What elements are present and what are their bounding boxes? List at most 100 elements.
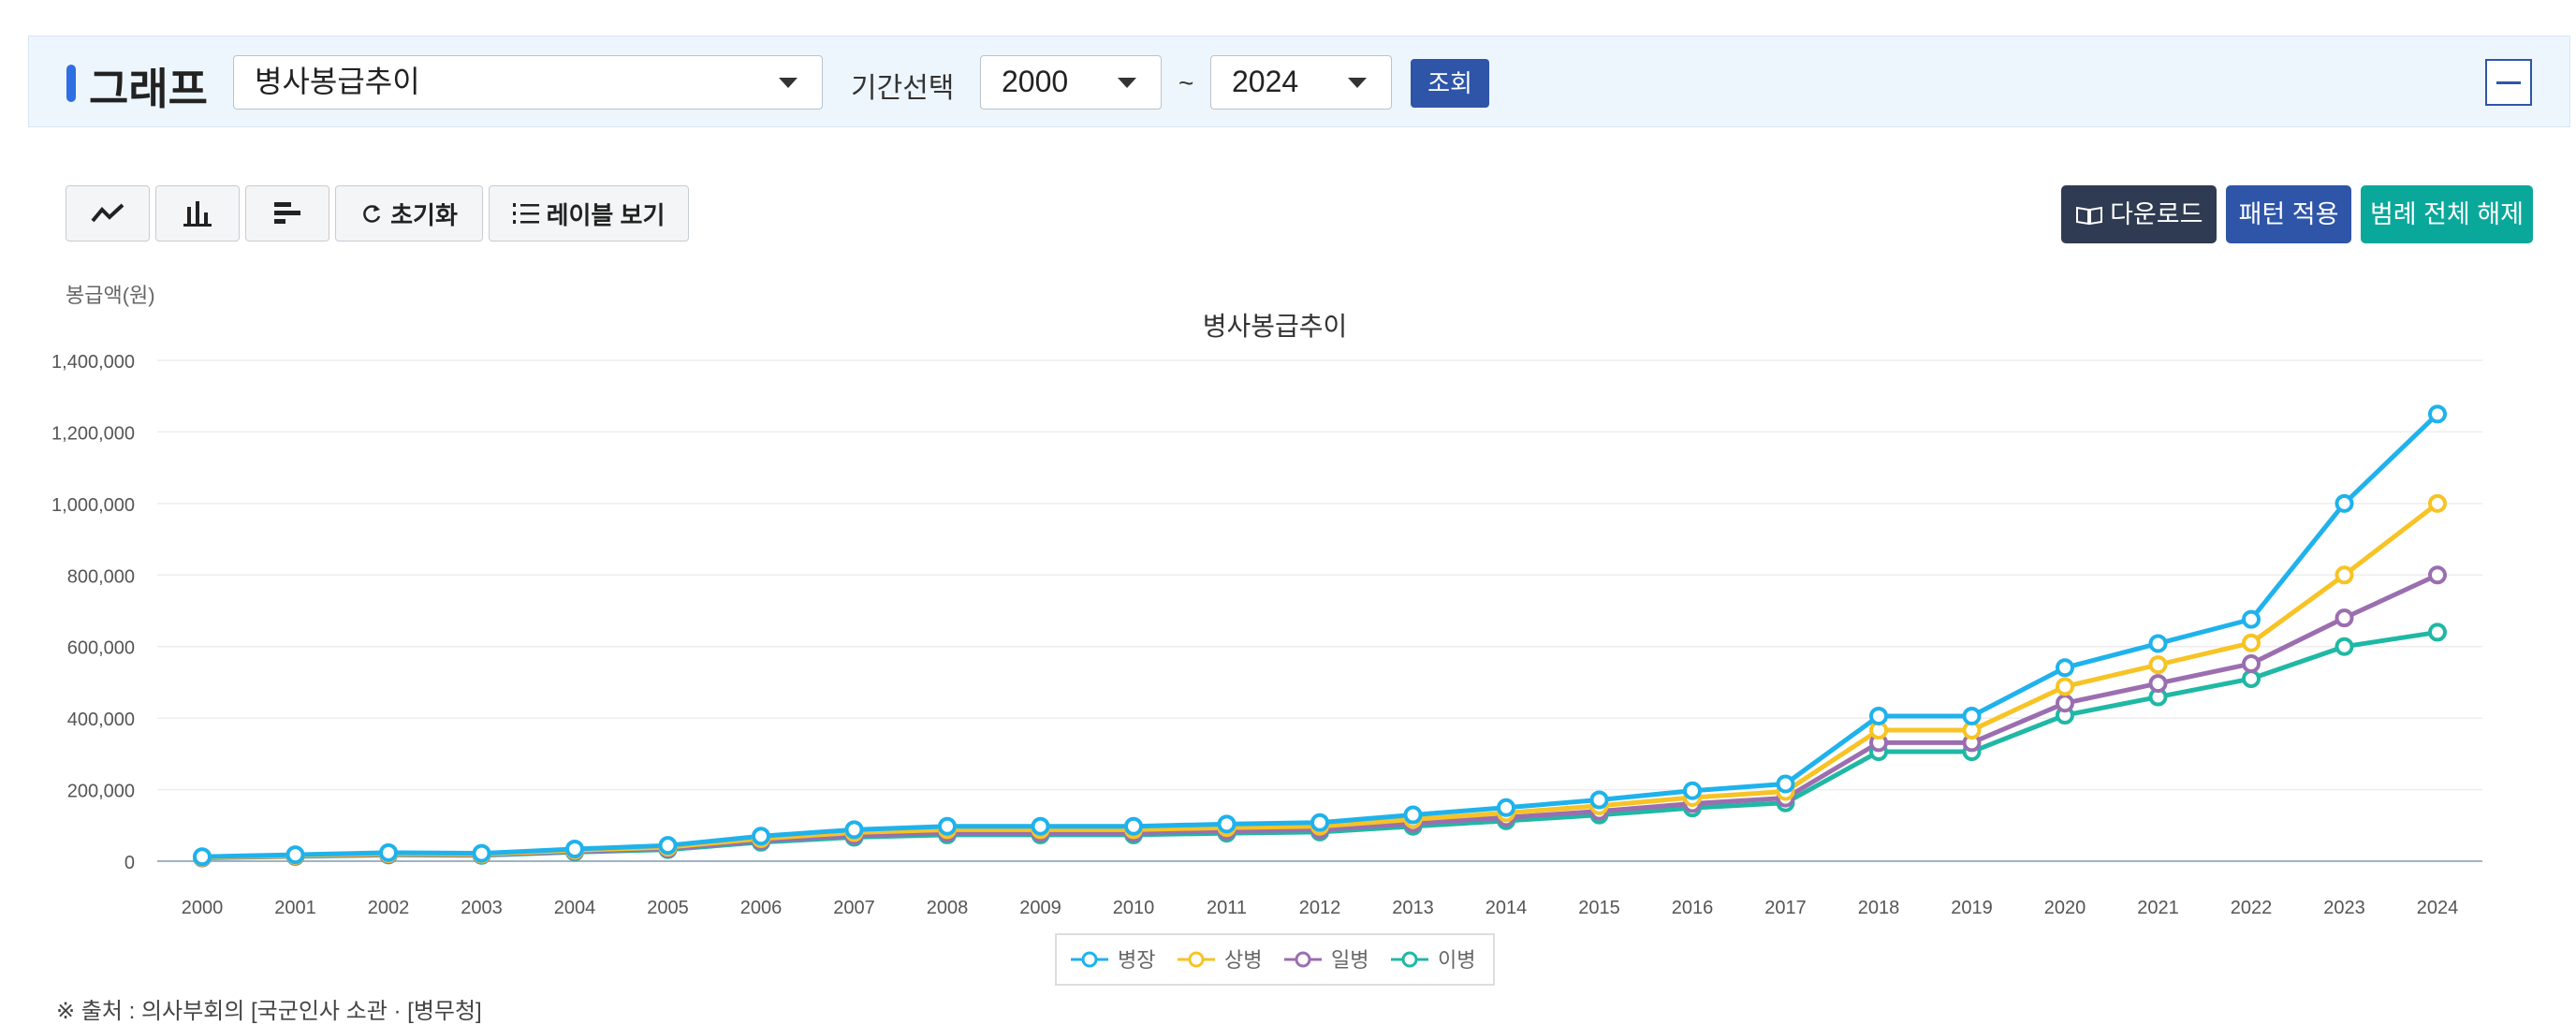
salary-line-chart: 봉급액(원) 병사봉급추이 0 200,000 400,000 600,000 800,… bbox=[51, 284, 2482, 986]
line-chart-button[interactable] bbox=[66, 185, 150, 242]
chart-legend[interactable]: 병장 상병 일병 이병 bbox=[1055, 933, 1495, 986]
reset-button[interactable]: 초기화 bbox=[335, 185, 483, 242]
collapse-button[interactable] bbox=[2485, 59, 2532, 106]
period-label: 기간선택 bbox=[851, 73, 955, 104]
legend-marker bbox=[1295, 951, 1311, 968]
chevron-down-icon bbox=[779, 78, 798, 88]
download-button[interactable]: 다운로드 bbox=[2061, 185, 2217, 243]
data-point[interactable] bbox=[2148, 634, 2168, 653]
legend-item[interactable]: 상병 bbox=[1224, 948, 1262, 972]
chevron-down-icon bbox=[1348, 78, 1367, 88]
data-point[interactable] bbox=[1403, 805, 1423, 825]
legend-item[interactable]: 일병 bbox=[1331, 948, 1368, 972]
data-point[interactable] bbox=[1031, 816, 1050, 836]
data-point[interactable] bbox=[2242, 654, 2261, 674]
x-tick-label: 2013 bbox=[1392, 898, 1434, 918]
chevron-down-icon bbox=[1118, 78, 1136, 88]
data-point[interactable] bbox=[2428, 622, 2447, 642]
horizontal-bar-icon bbox=[274, 202, 300, 224]
data-point[interactable] bbox=[2148, 674, 2168, 694]
data-point[interactable] bbox=[285, 845, 305, 865]
data-point[interactable] bbox=[2428, 493, 2447, 513]
data-point[interactable] bbox=[1589, 790, 1609, 810]
x-tick-label: 2001 bbox=[274, 898, 316, 918]
x-tick-label: 2004 bbox=[554, 898, 596, 918]
data-point[interactable] bbox=[2056, 658, 2074, 678]
x-tick-label: 2015 bbox=[1578, 898, 1620, 918]
end-year-value: 2024 bbox=[1232, 65, 1299, 98]
horizontal-bar-chart-button[interactable] bbox=[245, 185, 329, 242]
x-tick-label: 2002 bbox=[368, 898, 410, 918]
data-point[interactable] bbox=[1869, 706, 1888, 725]
x-tick-label: 2024 bbox=[2417, 898, 2459, 918]
y-tick-label: 1,200,000 bbox=[51, 423, 135, 444]
y-axis-label: 봉급액(원) bbox=[66, 284, 155, 307]
x-tick-label: 2012 bbox=[1299, 898, 1341, 918]
search-button[interactable]: 조회 bbox=[1411, 59, 1489, 108]
bar-chart-icon bbox=[183, 201, 212, 227]
data-point[interactable] bbox=[2334, 608, 2354, 628]
y-axis: 0 200,000 400,000 600,000 800,000 1,000,000 1,… bbox=[51, 352, 135, 873]
legend-marker bbox=[1188, 951, 1205, 968]
data-point[interactable] bbox=[2242, 633, 2261, 652]
data-point[interactable] bbox=[844, 820, 864, 840]
x-tick-label: 2019 bbox=[1951, 898, 1993, 918]
period-separator: ~ bbox=[1178, 68, 1194, 97]
data-point[interactable] bbox=[2334, 565, 2354, 585]
chart-type-value: 병사봉급추이 bbox=[255, 65, 420, 98]
legend-marker bbox=[1401, 951, 1418, 968]
title-accent-bar bbox=[66, 65, 76, 102]
data-point[interactable] bbox=[658, 836, 678, 856]
data-point[interactable] bbox=[2242, 609, 2261, 629]
legend-clear-button[interactable]: 범례 전체 해제 bbox=[2361, 185, 2533, 243]
x-tick-label: 2000 bbox=[182, 898, 224, 918]
data-point[interactable] bbox=[2428, 404, 2447, 424]
start-year-value: 2000 bbox=[1002, 65, 1069, 98]
data-point[interactable] bbox=[938, 816, 957, 836]
end-year-select[interactable]: 2024 bbox=[1210, 55, 1392, 110]
y-tick-label: 1,400,000 bbox=[51, 352, 135, 373]
start-year-select[interactable]: 2000 bbox=[980, 55, 1162, 110]
label-view-button[interactable]: 레이블 보기 bbox=[489, 185, 689, 242]
bar-chart-button[interactable] bbox=[155, 185, 240, 242]
data-point[interactable] bbox=[1124, 816, 1143, 836]
x-tick-label: 2010 bbox=[1113, 898, 1155, 918]
x-tick-label: 2008 bbox=[927, 898, 969, 918]
data-point[interactable] bbox=[1497, 798, 1515, 817]
data-point[interactable] bbox=[2428, 565, 2447, 585]
data-point[interactable] bbox=[379, 842, 398, 862]
x-tick-label: 2022 bbox=[2231, 898, 2273, 918]
data-point[interactable] bbox=[1217, 814, 1237, 834]
data-point[interactable] bbox=[472, 843, 491, 863]
x-tick-label: 2011 bbox=[1207, 898, 1247, 918]
reset-label: 초기화 bbox=[390, 200, 458, 229]
data-point[interactable] bbox=[2056, 694, 2074, 713]
line-chart-icon bbox=[91, 203, 124, 223]
legend-item[interactable]: 병장 bbox=[1118, 948, 1155, 972]
x-tick-label: 2005 bbox=[647, 898, 689, 918]
legend-item[interactable]: 이병 bbox=[1438, 948, 1475, 972]
data-point[interactable] bbox=[2056, 677, 2074, 696]
data-point[interactable] bbox=[1962, 706, 1982, 725]
data-point[interactable] bbox=[2334, 637, 2354, 656]
x-tick-label: 2021 bbox=[2137, 898, 2179, 918]
y-tick-label: 600,000 bbox=[67, 638, 135, 659]
data-point[interactable] bbox=[1776, 774, 1795, 794]
data-point[interactable] bbox=[2334, 493, 2354, 513]
x-tick-label: 2018 bbox=[1858, 898, 1900, 918]
data-point[interactable] bbox=[752, 827, 770, 846]
x-tick-label: 2020 bbox=[2044, 898, 2086, 918]
minus-icon bbox=[2496, 81, 2521, 84]
data-point[interactable] bbox=[565, 840, 584, 859]
data-point[interactable] bbox=[1683, 781, 1702, 800]
y-tick-label: 400,000 bbox=[67, 710, 135, 730]
data-point[interactable] bbox=[2148, 655, 2168, 675]
data-point[interactable] bbox=[193, 847, 212, 867]
refresh-icon bbox=[363, 205, 381, 223]
x-tick-label: 2023 bbox=[2323, 898, 2365, 918]
data-point[interactable] bbox=[1310, 813, 1329, 832]
pattern-apply-button[interactable]: 패턴 적용 bbox=[2226, 185, 2351, 243]
data-point[interactable] bbox=[2242, 669, 2261, 689]
chart-type-select[interactable]: 병사봉급추이 bbox=[233, 55, 823, 110]
section-title: 그래프 bbox=[89, 65, 208, 113]
